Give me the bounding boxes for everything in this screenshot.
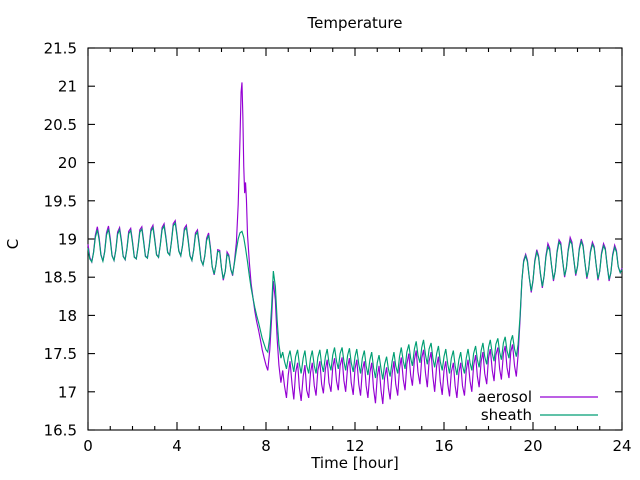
x-tick-label: 16 xyxy=(434,437,453,455)
series-line-sheath xyxy=(87,221,623,380)
x-tick-label: 12 xyxy=(345,437,364,455)
y-axis-title: C xyxy=(4,239,22,249)
x-tick-label: 0 xyxy=(83,437,93,455)
x-axis-title: Time [hour] xyxy=(310,454,399,472)
y-tick-label: 18 xyxy=(58,307,77,325)
y-tick-label: 19.5 xyxy=(44,192,77,210)
chart-title: Temperature xyxy=(306,14,402,32)
y-tick-label: 21.5 xyxy=(44,40,77,58)
legend-label-aerosol: aerosol xyxy=(477,388,532,406)
x-axis-ticks: 0 4 8 12 16 20 24 xyxy=(83,48,632,455)
plot-frame xyxy=(87,47,623,431)
y-tick-label: 18.5 xyxy=(44,269,77,287)
series-layer xyxy=(87,82,623,405)
y-tick-label: 20 xyxy=(58,154,77,172)
y-axis-ticks: 16.5 17 17.5 18 18.5 19 19.5 20 20.5 21 21.5 xyxy=(44,40,622,440)
y-tick-label: 17.5 xyxy=(44,345,77,363)
legend-label-sheath: sheath xyxy=(481,406,532,424)
x-tick-label: 24 xyxy=(612,437,631,455)
x-tick-label: 4 xyxy=(172,437,182,455)
y-tick-label: 19 xyxy=(58,231,77,249)
y-tick-label: 16.5 xyxy=(44,422,77,440)
x-tick-label: 8 xyxy=(261,437,271,455)
plot-border xyxy=(87,47,623,431)
y-tick-label: 21 xyxy=(58,78,77,96)
y-tick-label: 17 xyxy=(58,383,77,401)
x-tick-label: 20 xyxy=(523,437,542,455)
y-tick-label: 20.5 xyxy=(44,116,77,134)
